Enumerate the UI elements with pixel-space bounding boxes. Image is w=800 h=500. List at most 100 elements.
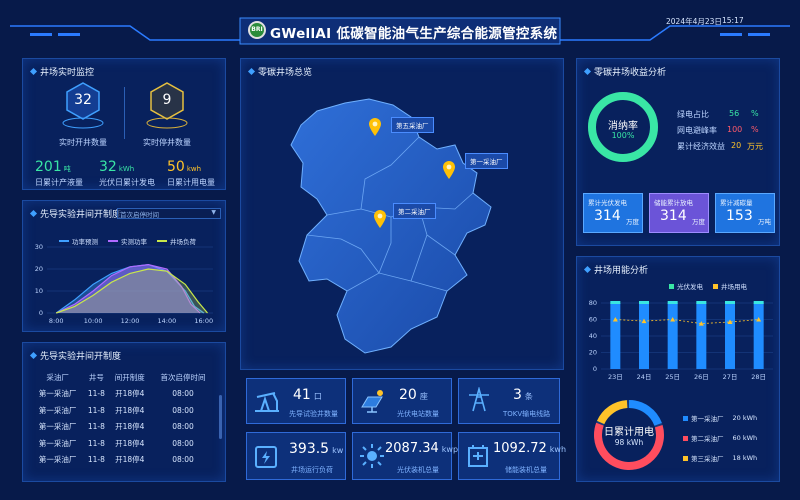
map-marker-label[interactable]: 第五采油厂	[391, 117, 434, 133]
benefit-row-value: 56	[729, 109, 740, 118]
x-tick-label: 14:00	[158, 317, 177, 325]
energy-use-panel: 井场用能分析 光伏发电 井场用电 0 20 40 60 80 23日 24日 25日 26日 27…	[576, 256, 780, 482]
chart-legend: 功率预测 实测功率 井场负荷	[59, 236, 196, 246]
stop-well-count: 9	[162, 92, 172, 108]
chevron-down-icon: ▼	[211, 209, 216, 216]
stat-tile-wells: 41 口 先导试验井数量	[246, 378, 346, 424]
benefit-card-carbon: 累计减碳量 153 万吨	[715, 193, 775, 233]
pv-bar	[753, 303, 764, 369]
daily-usage-ring	[594, 400, 664, 470]
benefit-row-unit: %	[751, 109, 759, 118]
schedule-table-panel: 先导实验井间开制度 采油厂 井号 间开制度 首次启停时间 第一采油厂 11-8 开1…	[22, 342, 226, 482]
table-row[interactable]: 第一采油厂 11-8 开18停4 08:00	[31, 402, 215, 419]
logo: BRI	[248, 21, 266, 39]
benefit-row-label: 绿电占比	[677, 110, 709, 119]
table-cell: 开18停4	[115, 389, 145, 399]
pv-bar-cap	[639, 301, 649, 304]
map-panel: 零碳井场总览 第五采油厂 第一采油厂 第二采油厂	[240, 58, 564, 370]
power-tower-icon	[469, 387, 489, 412]
header-frame	[10, 17, 790, 45]
table-cell: 08:00	[172, 405, 194, 415]
well-monitor-panel: 井场实时监控 32 实时开井数量 9 实时停井数量 201 吨 日累计产液量 32…	[22, 58, 226, 190]
table-cell: 第一采油厂	[38, 438, 77, 448]
table-cell: 11-8	[87, 422, 105, 432]
stat-tile-pv-capacity: 2087.34 kwp 光伏装机总量	[352, 432, 458, 480]
ring-value: 100%	[611, 131, 635, 140]
table-row[interactable]: 第一采油厂 11-8 开18停4 08:00	[31, 452, 215, 469]
pv-bar-cap	[667, 301, 678, 304]
benefit-card-pv: 累计光伏发电 314 万度	[583, 193, 643, 233]
table-scrollbar[interactable]	[219, 395, 222, 439]
location-pin-icon[interactable]	[368, 117, 382, 137]
series-area	[56, 269, 208, 313]
pv-bar	[725, 303, 735, 369]
open-well-count: 32	[74, 92, 92, 108]
y-tick-label: 20	[35, 265, 43, 273]
table-cell: 第一采油厂	[38, 389, 77, 399]
series-line	[55, 268, 208, 314]
daily-ring-title: 日累计用电	[604, 427, 654, 438]
absorption-ring	[588, 92, 658, 162]
schedule-table: 采油厂 井号 间开制度 首次启停时间 第一采油厂 11-8 开18停4 08:00 第…	[31, 369, 215, 468]
x-tick-label: 16:00	[194, 317, 213, 325]
pv-bar-cap	[696, 301, 707, 304]
open-well-label: 实时开井数量	[59, 138, 107, 147]
table-cell: 11-8	[87, 405, 105, 415]
table-cell: 11-8	[87, 438, 105, 448]
power-area-chart: 0 10 20 30 8:00 10:00 12:00 14:00 16:00	[35, 243, 213, 325]
table-cell: 第一采油厂	[38, 405, 77, 415]
table-row[interactable]: 第一采油厂 11-8 开18停4 08:00	[31, 386, 215, 403]
location-pin-icon[interactable]	[442, 160, 456, 180]
y-tick-label: 30	[35, 243, 43, 251]
header-time: 15:17	[722, 16, 744, 25]
stat-tile-pv-stations: 20 座 光伏电站数量	[352, 378, 452, 424]
map-title: 零碳井场总览	[247, 65, 312, 78]
col-header: 间开制度	[114, 372, 145, 382]
stat-liquid: 201 吨 日累计产液量	[35, 159, 83, 187]
benefit-row-unit: 万元	[747, 142, 763, 151]
benefit-row-label: 累计经济效益	[677, 142, 725, 151]
pv-bar-cap	[753, 301, 764, 304]
table-row[interactable]: 第一采油厂 11-8 开18停4 08:00	[31, 419, 215, 436]
table-cell: 08:00	[172, 422, 194, 432]
ring-segment	[628, 400, 662, 426]
start-time-select[interactable]: 首次启停时间 ▼	[117, 208, 221, 219]
energy-legend: 光伏发电 井场用电	[669, 281, 747, 291]
load-point	[698, 321, 704, 326]
table-cell: 开18停4	[115, 422, 145, 432]
pv-bar-cap	[725, 301, 735, 304]
y-tick-label: 40	[589, 332, 597, 340]
map-marker-label[interactable]: 第一采油厂	[465, 153, 508, 169]
benefit-row-value: 100	[727, 125, 743, 134]
benefit-title: 零碳井场收益分析	[583, 65, 666, 78]
table-cell: 开18停4	[115, 438, 145, 448]
x-tick-label: 27日	[723, 373, 738, 381]
pilot-chart-title: 先导实验井间开制度	[29, 207, 121, 220]
pv-bar	[667, 303, 678, 369]
schedule-table-title: 先导实验井间开制度	[29, 349, 121, 362]
load-point	[641, 318, 647, 324]
table-cell: 08:00	[172, 389, 194, 399]
ring-segment	[596, 400, 628, 425]
benefit-row-label: 网电避峰率	[677, 126, 717, 135]
y-tick-label: 0	[39, 309, 43, 317]
map-marker-label[interactable]: 第二采油厂	[393, 203, 436, 219]
daily-item: 第三采油厂 18 kWh	[683, 453, 757, 463]
header-date: 2024年4月23日	[666, 17, 722, 26]
table-cell: 第一采油厂	[38, 455, 77, 465]
stat-tile-load: 393.5 kw 井场运行负荷	[246, 432, 346, 480]
benefit-card-storage: 储能累计放电 314 万度	[649, 193, 709, 233]
x-tick-label: 10:00	[84, 317, 103, 325]
location-pin-icon[interactable]	[373, 209, 387, 229]
load-point	[670, 317, 676, 322]
load-point	[727, 319, 733, 324]
table-row[interactable]: 第一采油厂 11-8 开18停4 08:00	[31, 435, 215, 452]
divider	[124, 87, 125, 139]
well-monitor-title: 井场实时监控	[29, 65, 94, 78]
x-tick-label: 25日	[665, 373, 680, 381]
storage-icon	[468, 445, 488, 467]
table-cell: 08:00	[172, 438, 194, 448]
stop-well-label: 实时停井数量	[143, 138, 191, 147]
